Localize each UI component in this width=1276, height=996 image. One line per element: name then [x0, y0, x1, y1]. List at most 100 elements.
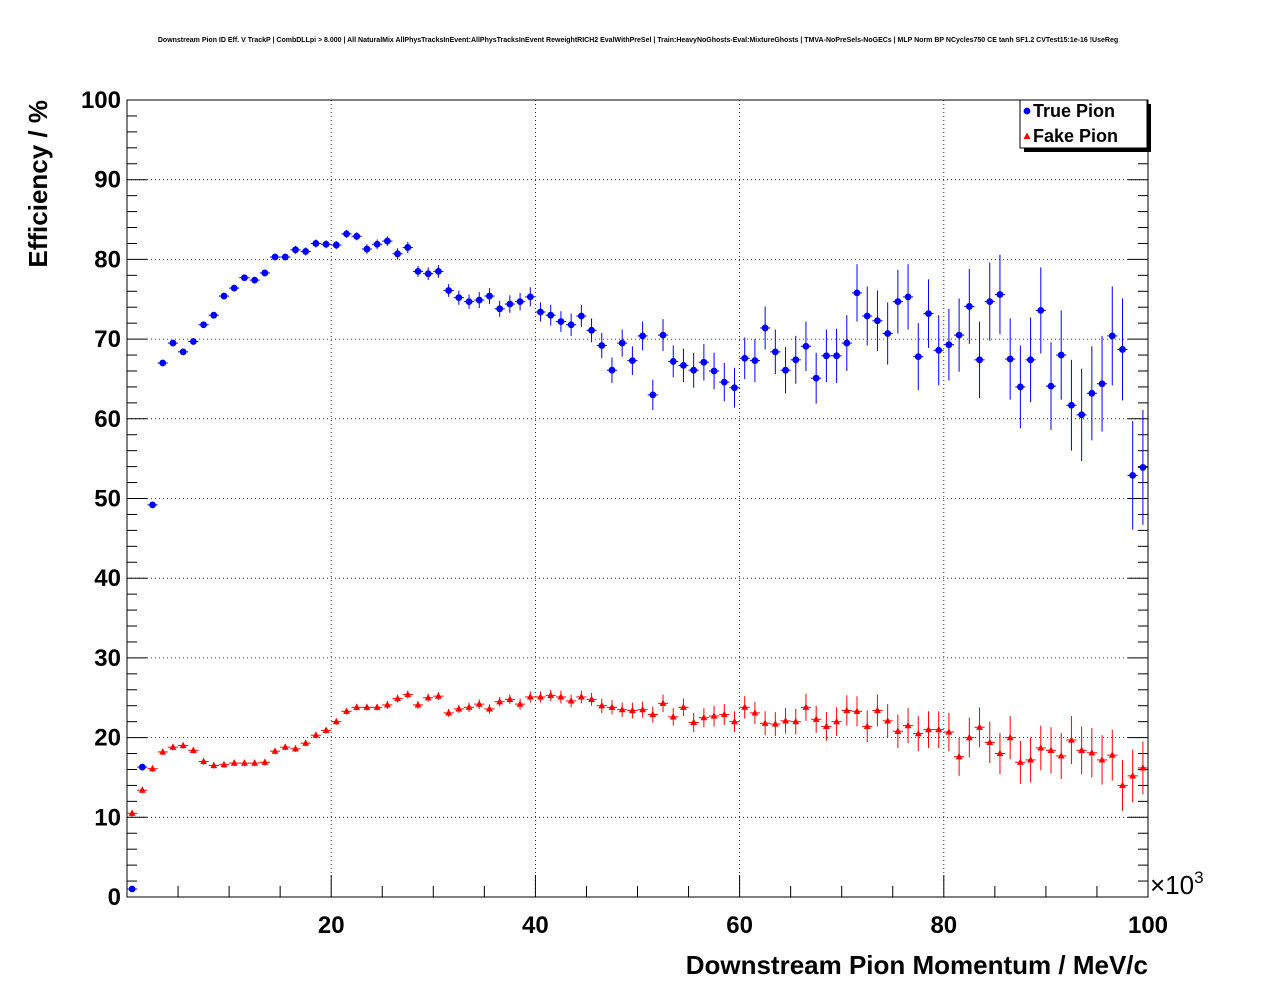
data-point	[965, 733, 973, 741]
data-point	[200, 321, 207, 329]
data-point	[843, 706, 851, 714]
data-point	[312, 731, 320, 738]
data-point	[925, 725, 932, 733]
y-tick-label: 30	[94, 645, 121, 672]
data-point	[894, 298, 902, 306]
data-point	[925, 310, 932, 317]
data-point	[598, 342, 606, 349]
data-point	[128, 809, 136, 816]
data-point	[486, 292, 493, 300]
data-point	[863, 722, 871, 730]
data-point	[741, 703, 749, 710]
data-point	[179, 348, 187, 356]
data-point	[1047, 746, 1055, 753]
data-point	[986, 738, 994, 745]
x-tick-label: 40	[522, 912, 549, 939]
data-point	[169, 339, 177, 347]
data-point	[159, 748, 167, 755]
x-exponent-base: ×10	[1150, 870, 1194, 900]
data-point	[812, 374, 820, 382]
data-point	[149, 501, 156, 509]
y-tick-label: 10	[94, 804, 121, 831]
data-point	[955, 752, 963, 760]
data-point	[669, 713, 677, 720]
plot-frame	[126, 99, 1149, 898]
series-fake-pion	[127, 689, 1148, 817]
data-point	[700, 713, 708, 721]
data-point	[251, 276, 259, 284]
data-point	[261, 269, 269, 277]
data-point	[241, 274, 248, 282]
data-point	[874, 317, 881, 325]
data-point	[618, 339, 626, 347]
y-tick-label: 90	[94, 167, 121, 194]
data-point	[608, 703, 616, 710]
data-point	[506, 300, 514, 308]
y-tick-label: 0	[108, 884, 121, 911]
data-point	[445, 287, 453, 294]
data-point	[526, 293, 534, 301]
data-point	[394, 694, 401, 702]
data-point	[526, 693, 534, 700]
data-point	[332, 717, 340, 725]
data-point	[424, 270, 432, 278]
data-point	[292, 246, 299, 254]
data-point	[1078, 411, 1086, 419]
data-point	[414, 701, 422, 708]
data-point	[220, 760, 228, 768]
data-point	[557, 318, 565, 325]
data-point	[884, 330, 892, 337]
data-point	[547, 311, 555, 319]
legend-marker-fake-pion	[1023, 132, 1031, 139]
data-point	[771, 720, 779, 727]
data-point	[302, 739, 310, 746]
data-point	[1016, 383, 1024, 391]
data-point	[383, 701, 391, 708]
data-point	[353, 703, 361, 710]
data-point	[210, 311, 218, 319]
data-point	[1057, 752, 1065, 759]
data-point	[220, 292, 228, 300]
data-point	[435, 692, 442, 699]
data-point	[251, 759, 259, 766]
data-point	[700, 358, 708, 366]
data-point	[792, 717, 800, 725]
data-point	[1119, 781, 1126, 789]
x-tick-label: 60	[726, 912, 753, 939]
data-point	[945, 728, 953, 735]
data-point	[935, 346, 943, 354]
y-tick-label: 40	[94, 565, 121, 592]
data-point	[914, 729, 922, 737]
series-true-pion	[127, 229, 1148, 893]
data-point	[761, 324, 769, 332]
data-point	[833, 352, 840, 360]
data-point	[496, 305, 504, 313]
data-point	[731, 717, 738, 725]
data-point	[731, 384, 738, 392]
data-point	[271, 253, 279, 261]
data-point	[332, 241, 340, 249]
data-point	[343, 230, 350, 238]
legend: True Pion Fake Pion	[1019, 99, 1151, 152]
data-point	[792, 356, 800, 364]
data-point	[516, 700, 524, 707]
data-point	[312, 240, 320, 247]
data-point	[976, 356, 983, 364]
grid-lines	[127, 100, 1148, 897]
data-point	[1108, 332, 1116, 340]
data-point	[1037, 307, 1045, 314]
data-point	[149, 764, 156, 772]
data-point	[138, 763, 146, 771]
data-point	[424, 693, 432, 701]
x-tick-label: 20	[318, 912, 345, 939]
data-point	[547, 691, 555, 698]
data-point	[1006, 355, 1014, 363]
data-point	[935, 725, 943, 733]
data-point	[230, 759, 238, 766]
data-point	[1098, 380, 1106, 388]
data-point	[292, 744, 299, 752]
data-point	[608, 366, 616, 374]
data-point	[894, 727, 902, 734]
data-point	[771, 348, 779, 356]
